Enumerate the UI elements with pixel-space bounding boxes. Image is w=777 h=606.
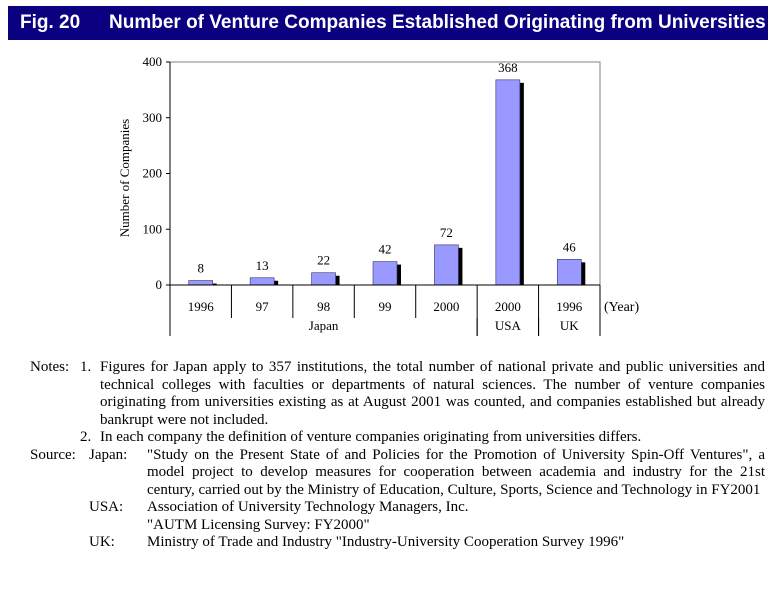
- x-group-label: USA: [495, 318, 522, 333]
- source-usa-cont: "AUTM Licensing Survey: FY2000": [30, 517, 765, 535]
- data-label: 72: [440, 225, 453, 240]
- figure-number: Fig. 20: [20, 12, 81, 33]
- bar: [372, 261, 398, 286]
- note-text: In each company the definition of ventur…: [100, 429, 642, 445]
- source-org: UK:: [89, 534, 115, 550]
- source-text: Ministry of Trade and Industry "Industry…: [147, 534, 625, 550]
- y-tick-label: 0: [156, 277, 163, 292]
- note-text: Figures for Japan apply to 357 instituti…: [100, 359, 765, 428]
- source-org: USA:: [89, 499, 124, 515]
- y-tick-label: 200: [143, 166, 163, 181]
- x-group-label: Japan: [309, 318, 339, 333]
- bar: [311, 272, 336, 286]
- data-label: 368: [498, 60, 518, 75]
- bar: [249, 277, 275, 286]
- x-tick-label: 2000: [433, 299, 459, 314]
- bar: [495, 79, 521, 286]
- y-tick-label: 100: [143, 221, 163, 236]
- note-number: 1.: [80, 359, 92, 375]
- x-tick-label: 99: [379, 299, 392, 314]
- note-number: 2.: [80, 429, 92, 445]
- note-2: 2. In each company the definition of ven…: [30, 429, 765, 447]
- source-text: "AUTM Licensing Survey: FY2000": [147, 516, 370, 533]
- source-usa: USA: Association of University Technolog…: [30, 499, 765, 517]
- figure-title: Number of Venture Companies Established …: [109, 12, 766, 33]
- bar-chart: 0 100 200 300 400 8 13 22 42 72 368 46 1996 97 98 99 2…: [117, 54, 639, 336]
- source-text: "Study on the Present State of and Polic…: [147, 446, 765, 498]
- plot-area-frame: [169, 61, 601, 286]
- bar: [188, 280, 214, 286]
- y-tick-label: 300: [143, 110, 163, 125]
- data-label: 8: [197, 261, 204, 276]
- data-label: 22: [317, 253, 330, 268]
- source-text: Association of University Technology Man…: [147, 499, 469, 515]
- x-tick-label: 1996: [188, 299, 215, 314]
- bar: [434, 244, 459, 286]
- source-org: [89, 517, 147, 535]
- source-org: Japan:: [89, 446, 128, 463]
- notes-label: Notes:: [30, 359, 70, 375]
- figure-title-bar: Fig. 20 Number of Venture Companies Esta…: [8, 6, 768, 40]
- data-label: 42: [379, 242, 392, 257]
- x-tick-label: 98: [317, 299, 330, 314]
- x-tick-label: 1996: [556, 299, 583, 314]
- source-japan: Source: Japan: "Study on the Present Sta…: [30, 447, 765, 500]
- data-label: 13: [256, 258, 269, 273]
- y-tick-label: 400: [143, 54, 163, 69]
- x-tick-label: 2000: [495, 299, 521, 314]
- notes-section: Notes: 1. Figures for Japan apply to 357…: [30, 359, 765, 552]
- bar: [556, 259, 582, 286]
- data-label: 46: [563, 239, 577, 254]
- x-tick-label: 97: [256, 299, 270, 314]
- source-label: Source:: [30, 446, 76, 463]
- x-axis-unit: (Year): [604, 300, 639, 315]
- x-group-label: UK: [560, 318, 579, 333]
- y-axis-title: Number of Companies: [117, 119, 132, 237]
- source-uk: UK: Ministry of Trade and Industry "Indu…: [30, 534, 765, 552]
- note-1: Notes: 1. Figures for Japan apply to 357…: [30, 359, 765, 429]
